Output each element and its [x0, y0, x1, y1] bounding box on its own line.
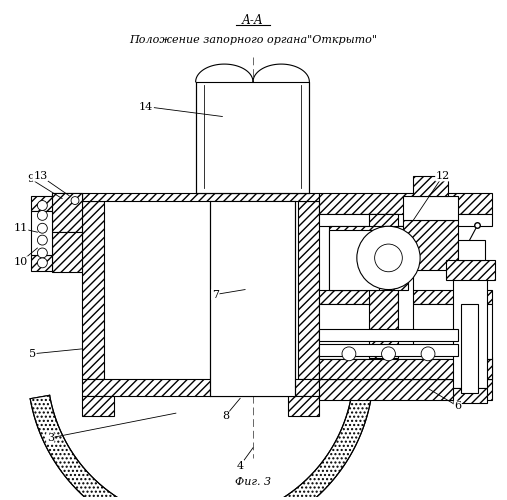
Text: 3: 3 [47, 433, 54, 443]
Text: 4: 4 [237, 460, 244, 470]
Bar [82, 378, 319, 396]
Bar [369, 214, 399, 358]
Bar [210, 200, 295, 396]
Circle shape [375, 244, 403, 272]
Circle shape [421, 347, 435, 361]
Bar [319, 359, 492, 378]
Polygon shape [30, 396, 371, 500]
Bar [453, 270, 487, 388]
Text: 8: 8 [222, 411, 229, 421]
Circle shape [38, 235, 47, 245]
Text: 9: 9 [27, 174, 34, 184]
Text: 10: 10 [14, 257, 28, 267]
Circle shape [38, 258, 47, 268]
Text: 5: 5 [29, 349, 36, 359]
Text: 6: 6 [454, 401, 461, 411]
Bar [319, 304, 492, 359]
Bar [329, 230, 379, 290]
Circle shape [357, 226, 420, 290]
Bar [298, 200, 319, 378]
Bar [403, 196, 458, 220]
Text: 13: 13 [33, 171, 48, 181]
Bar [82, 200, 104, 378]
Bar [403, 220, 458, 270]
Bar [287, 396, 319, 416]
Bar [319, 378, 492, 400]
Bar [413, 176, 448, 196]
Circle shape [38, 224, 47, 233]
Bar [458, 240, 485, 260]
Bar [319, 290, 492, 304]
Circle shape [342, 347, 356, 361]
Text: 14: 14 [139, 102, 153, 112]
Bar [52, 192, 82, 232]
Bar [319, 329, 458, 341]
Bar [329, 226, 408, 290]
Text: 11: 11 [14, 223, 28, 233]
Circle shape [38, 248, 47, 258]
Bar [82, 192, 319, 200]
Bar [453, 388, 487, 404]
Text: Положение запорного органа"Открыто": Положение запорного органа"Открыто" [129, 36, 377, 46]
Bar [30, 212, 52, 255]
Circle shape [38, 200, 47, 210]
Bar [30, 255, 52, 271]
Bar [461, 304, 479, 394]
Bar [399, 226, 413, 355]
Bar [196, 82, 309, 192]
Bar [30, 196, 52, 212]
Bar [319, 214, 492, 226]
Text: Фиг. 3: Фиг. 3 [235, 478, 271, 488]
Text: А-А: А-А [242, 14, 264, 27]
Circle shape [71, 196, 79, 204]
Circle shape [382, 347, 395, 361]
Bar [446, 260, 495, 280]
Bar [82, 396, 114, 416]
Bar [52, 192, 82, 200]
Text: 7: 7 [212, 290, 219, 300]
Text: 12: 12 [436, 171, 450, 181]
Bar [52, 232, 82, 272]
Circle shape [38, 210, 47, 220]
Bar [319, 192, 492, 214]
Bar [319, 357, 492, 378]
Bar [319, 344, 458, 356]
